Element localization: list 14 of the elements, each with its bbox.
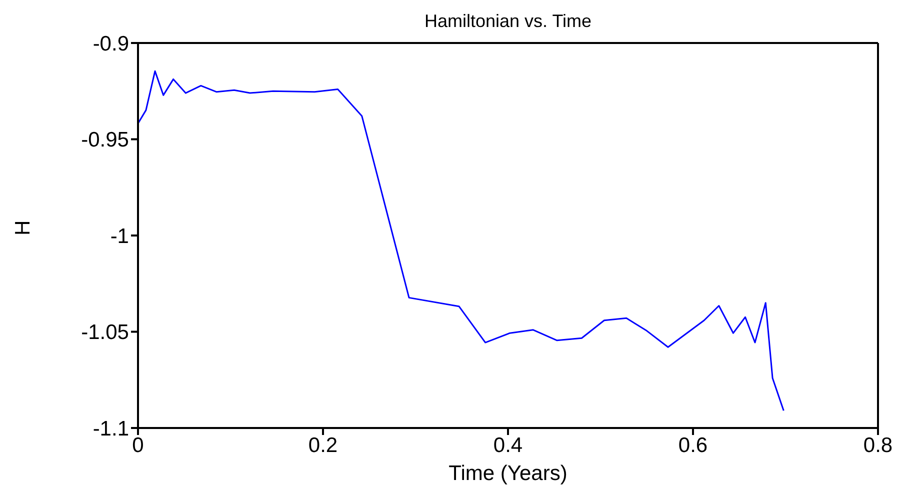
x-tick-label: 0.8 [863, 434, 893, 457]
x-tick-label: 0.4 [493, 434, 523, 457]
x-axis-title: Time (Years) [448, 462, 568, 485]
y-tick-label: -1.1 [92, 417, 129, 440]
x-tick-label: 0 [132, 434, 144, 457]
y-tick-label: -1.05 [81, 321, 129, 344]
y-axis-title: H [11, 220, 34, 236]
y-tick-label: -0.9 [92, 32, 129, 56]
line-series [138, 70, 784, 412]
chart-title: Hamiltonian vs. Time [424, 10, 592, 31]
y-tick-label: -1 [110, 224, 129, 248]
x-tick-label: 0.6 [678, 434, 708, 457]
x-tick-label: 0.2 [308, 434, 338, 457]
y-tick-label: -0.95 [81, 128, 129, 152]
